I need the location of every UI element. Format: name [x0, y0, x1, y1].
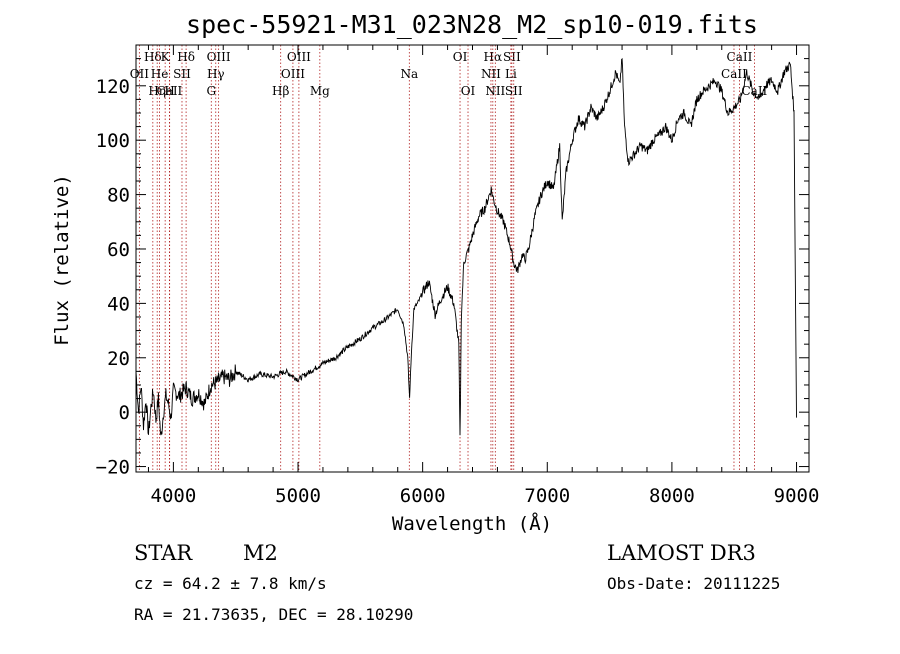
coordinates: RA = 21.73635, DEC = 28.10290 [134, 605, 413, 624]
x-axis: 4000 5000 6000 7000 8000 9000 [147, 45, 820, 507]
line-marker-label: Na [400, 67, 418, 81]
line-marker-label: CaII [727, 50, 753, 64]
y-tick-label: 40 [107, 293, 130, 315]
y-tick-label: −20 [96, 457, 130, 479]
line-marker-label: NII [481, 67, 501, 81]
x-tick-label: 7000 [524, 485, 570, 507]
x-tick-label: 9000 [774, 485, 820, 507]
spectrum-line [135, 57, 797, 436]
line-marker-label: Hδ [144, 50, 162, 64]
y-tick-label: 60 [107, 239, 130, 261]
line-marker-label: H [164, 84, 174, 98]
line-marker-label: Mg [310, 84, 330, 98]
y-tick-label: 100 [96, 130, 130, 152]
observation-date: Obs-Date: 20111225 [607, 574, 780, 593]
x-tick-label: 6000 [400, 485, 446, 507]
line-marker-label: OIII [287, 50, 311, 64]
y-axis: −20 0 20 40 60 80 100 120 [96, 44, 809, 479]
line-marker-label: Hγ [207, 67, 225, 81]
line-marker-label: NII [485, 84, 505, 98]
x-tick-label: 8000 [649, 485, 695, 507]
line-marker-label: Hα [484, 50, 503, 64]
line-marker-label: OIII [281, 67, 305, 81]
y-tick-label: 0 [119, 402, 130, 424]
line-marker-label: G [206, 84, 216, 98]
emission-line-markers: Hδ OII CaII K He Hη SII H Hδ OIII Hγ G Hβ OIII OIII Mg N… [130, 45, 768, 472]
line-marker-label: SII [503, 50, 521, 64]
line-marker-label: He [151, 67, 169, 81]
redshift-value: cz = 64.2 ± 7.8 km/s [134, 574, 327, 593]
line-marker-label: CaII [741, 84, 767, 98]
line-marker-label: OI [453, 50, 468, 64]
y-axis-label: Flux (relative) [51, 174, 73, 346]
x-axis-label: Wavelength (Å) [392, 512, 552, 535]
y-tick-label: 80 [107, 185, 130, 207]
x-tick-label: 4000 [151, 485, 197, 507]
line-marker-label: Hδ [177, 50, 195, 64]
line-marker-label: Li [505, 67, 517, 81]
series-group [135, 57, 797, 436]
line-marker-label: OI [461, 84, 476, 98]
survey-name: LAMOST DR3 [607, 541, 756, 565]
x-tick-label: 5000 [275, 485, 321, 507]
plot-frame [135, 44, 810, 473]
line-marker-label: Hβ [272, 84, 289, 98]
line-marker-label: Hη [148, 84, 166, 98]
chart-title: spec-55921-M31_023N28_M2_sp10-019.fits [186, 10, 758, 39]
y-tick-label: 20 [107, 348, 130, 370]
line-marker-label: SII [505, 84, 523, 98]
line-marker-label: SII [173, 67, 191, 81]
y-tick-label: 120 [96, 76, 130, 98]
line-marker-label: OII [130, 67, 150, 81]
line-marker-label: OIII [207, 50, 231, 64]
object-subclass: M2 [243, 541, 278, 565]
object-class: STAR [134, 541, 193, 565]
line-marker-label: CaII [721, 67, 747, 81]
line-marker-label: K [161, 50, 171, 64]
